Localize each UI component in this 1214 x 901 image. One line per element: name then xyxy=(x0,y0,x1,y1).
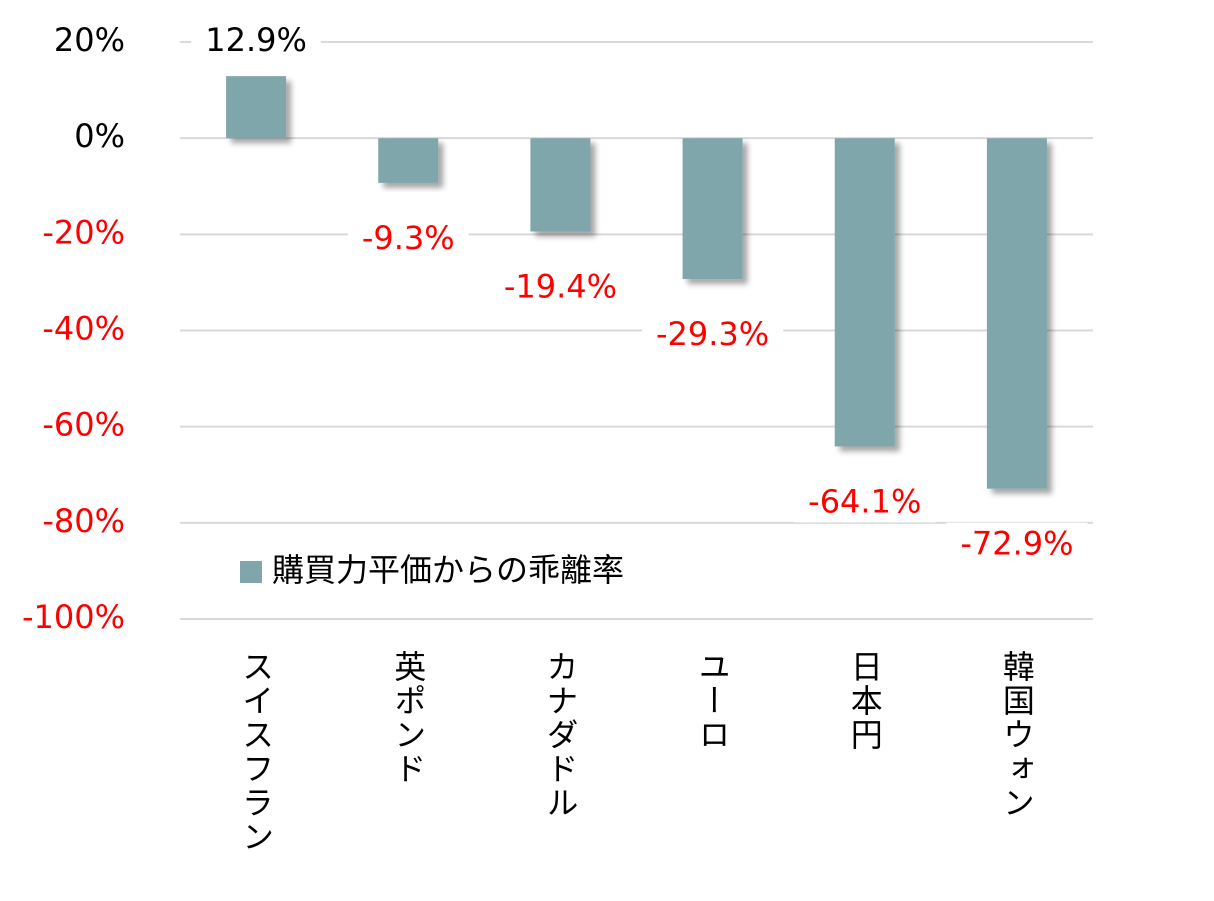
x-tick-label: ユーロ xyxy=(694,650,732,752)
bar xyxy=(530,138,591,232)
grid xyxy=(180,41,1093,620)
data-label: -64.1% xyxy=(808,482,921,520)
label-background xyxy=(946,522,1088,565)
y-tick-label: 0% xyxy=(74,117,125,155)
data-label: -29.3% xyxy=(656,315,769,353)
label-background xyxy=(489,265,632,308)
bar xyxy=(834,138,895,447)
x-tick-label: スイスフラン xyxy=(237,650,275,854)
x-tick-label: 日本円 xyxy=(846,650,884,752)
data-label: 12.9% xyxy=(205,21,307,59)
label-background xyxy=(641,313,784,356)
bar xyxy=(682,138,743,280)
bar xyxy=(986,138,1047,489)
y-tick-label: -60% xyxy=(42,406,125,444)
y-tick-label: -20% xyxy=(42,213,125,251)
bar xyxy=(226,76,287,139)
y-tick-label: -100% xyxy=(22,598,125,636)
label-background xyxy=(794,480,936,523)
label-background xyxy=(191,19,321,62)
data-label: -19.4% xyxy=(504,267,617,305)
label-background xyxy=(347,216,469,259)
legend-swatch xyxy=(240,561,262,583)
y-tick-label: 20% xyxy=(54,21,125,59)
y-tick-label: -40% xyxy=(42,310,125,348)
x-tick-label: 韓国ウォン xyxy=(998,650,1036,820)
x-tick-label: 英ポンド xyxy=(389,650,427,786)
legend-label: 購買力平価からの乖離率 xyxy=(272,551,624,589)
x-tick-label: カナダドル xyxy=(541,650,579,820)
data-label: -9.3% xyxy=(362,219,455,257)
data-label: -72.9% xyxy=(960,525,1073,563)
bar xyxy=(378,138,439,183)
y-tick-label: -80% xyxy=(42,502,125,540)
